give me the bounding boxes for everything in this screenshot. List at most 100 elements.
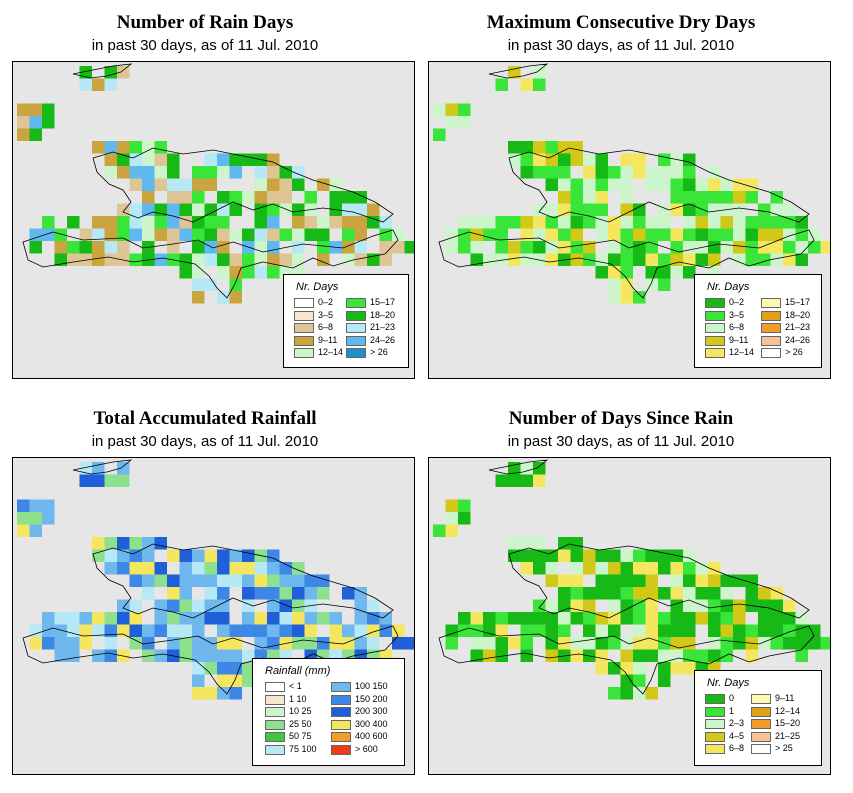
map-cell [545,178,558,191]
legend-title: Nr. Days [707,281,750,293]
map-cell [229,662,242,675]
map-cell [79,637,92,650]
map-cell [633,228,646,241]
map-cell [254,574,267,587]
panel-subtitle: in past 30 days, as of 11 Jul. 2010 [91,37,319,54]
map-cell [633,166,646,179]
map-cell [79,474,92,487]
map-cell [354,216,367,229]
map-cell [683,637,696,650]
legend-label: 18–20 [370,309,396,320]
map-cell [229,674,242,687]
map-cell [620,253,633,266]
map-cell [458,116,471,129]
map-cell [770,228,783,241]
legend-label: 6–8 [729,322,745,332]
map-cell [770,253,783,266]
legend-swatch [761,323,781,333]
map-cell [720,612,733,625]
map-cell [117,216,130,229]
map-cell [167,549,180,562]
map-cell [470,624,483,637]
map-cell [167,612,180,625]
map-cell [545,649,558,662]
map-cell [558,141,571,154]
legend-label: 1 10 [289,693,307,704]
map-cell [192,278,205,291]
map-cell [758,599,771,612]
legend-swatch [265,707,285,718]
map-cell [695,191,708,204]
map-cell [595,153,608,166]
map-cell [342,191,355,204]
map-cell [354,599,367,612]
map-cell [733,253,746,266]
map-cell [583,624,596,637]
map-cell [658,674,671,687]
map-cell [445,116,458,129]
map-cell [217,291,230,304]
legend-label: 21–23 [785,322,811,332]
map-cell [683,612,696,625]
map-cell [217,587,230,600]
map-cell [142,549,155,562]
map-cell [583,203,596,216]
map-cell [229,191,242,204]
map-cell [117,599,130,612]
map-cell [670,574,683,587]
legend-label: 100 150 [355,681,388,691]
map-cell [570,612,583,625]
map-cell [545,549,558,562]
map-cell [192,166,205,179]
legend-swatch [346,323,366,333]
map-cell [242,562,255,575]
map-cell [104,216,117,229]
map-cell [633,153,646,166]
panel-subtitle: in past 30 days, as of 11 Jul. 2010 [91,433,319,450]
map-cell [267,153,280,166]
legend-swatch [705,348,725,358]
map-cell [379,612,392,625]
map-cell [470,216,483,229]
map-cell [92,537,105,550]
map-cell [167,228,180,241]
map-cell [495,228,508,241]
map-cell [558,587,571,600]
map-cell [304,228,317,241]
legend-swatch [265,732,285,743]
map-cell [583,191,596,204]
map-cell [508,66,521,79]
map-cell [458,103,471,116]
map-cell [708,178,721,191]
map-cell [92,78,105,91]
map-cell [733,637,746,650]
map-cell [104,624,117,637]
map-cell [92,649,105,662]
map-cell [254,228,267,241]
map-cell [545,574,558,587]
map-cell [608,599,621,612]
map-cell [720,637,733,650]
map-cell [520,462,533,475]
map-cell [670,228,683,241]
map-cell [670,178,683,191]
map-cell [695,574,708,587]
map-cell [570,649,583,662]
map-cell [683,599,696,612]
map-cell [279,253,292,266]
map-cell [154,649,167,662]
map-cell [279,624,292,637]
map-cell [192,291,205,304]
map-cell [645,599,658,612]
map-cell [570,153,583,166]
map-cell [142,228,155,241]
map-cell [620,662,633,675]
map-cell [470,253,483,266]
legend-label: 9–11 [775,693,795,703]
map-cell [520,241,533,254]
map-cell [292,612,305,625]
map-cell [179,637,192,650]
map-cell [745,216,758,229]
map-cell [645,178,658,191]
map-cell [29,624,42,637]
